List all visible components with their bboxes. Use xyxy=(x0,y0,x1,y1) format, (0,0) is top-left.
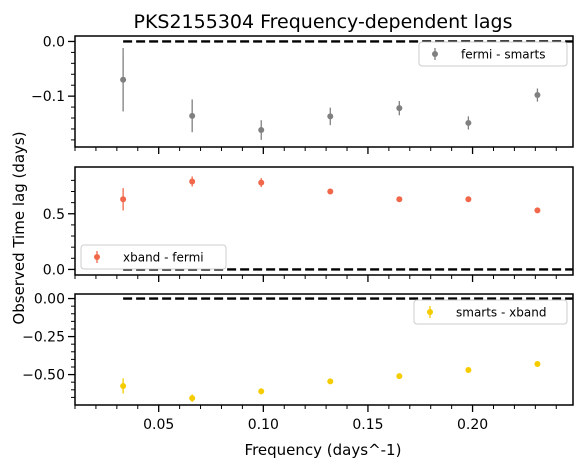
legend-box xyxy=(80,244,227,270)
y-tick-label: 0.00 xyxy=(34,292,65,308)
axes-frame xyxy=(74,35,574,148)
data-point xyxy=(327,378,334,385)
legend-label: smarts - xband xyxy=(456,306,546,320)
panel-fermi-smarts: 0.0 −0.1 fermi - smarts xyxy=(31,34,574,154)
legend-label: fermi - smarts xyxy=(461,48,546,62)
data-point xyxy=(465,196,472,203)
legend-box xyxy=(413,299,568,325)
y-tick-label: 0.0 xyxy=(43,262,65,278)
axes-frame xyxy=(74,166,574,276)
data-point xyxy=(189,395,196,402)
figure-title: PKS2155304 Frequency-dependent lags xyxy=(133,11,512,33)
y-tick-label: 0.0 xyxy=(43,34,65,50)
data-point xyxy=(327,113,334,120)
legend: fermi - smarts xyxy=(418,41,568,67)
axes-frame xyxy=(74,293,574,406)
x-tick-label: 0.20 xyxy=(457,417,488,433)
data-point xyxy=(120,382,127,389)
data-point xyxy=(258,179,265,186)
legend-marker xyxy=(427,309,433,315)
legend-marker xyxy=(94,254,100,260)
data-point xyxy=(396,105,403,112)
data-point xyxy=(534,92,541,99)
x-tick-label: 0.15 xyxy=(352,417,383,433)
legend-label: xband - fermi xyxy=(123,251,204,265)
data-point xyxy=(258,127,265,134)
data-point xyxy=(534,360,541,367)
data-point xyxy=(465,367,472,374)
legend: smarts - xband xyxy=(413,299,568,325)
y-tick-label: −0.50 xyxy=(22,368,65,384)
panel-xband-fermi: 0.0 0.5 xband - fermi xyxy=(43,166,574,282)
x-tick-label: 0.05 xyxy=(143,417,174,433)
x-tick-label: 0.10 xyxy=(248,417,279,433)
x-axis-label: Frequency (days^-1) xyxy=(245,441,402,459)
data-point xyxy=(396,373,403,380)
legend-marker xyxy=(432,51,438,57)
y-tick-label: −0.1 xyxy=(31,89,65,105)
data-point xyxy=(189,112,196,119)
data-point xyxy=(534,207,541,214)
data-point xyxy=(396,196,403,203)
data-point xyxy=(120,76,127,83)
y-axis-label: Observed Time lag (days) xyxy=(10,131,28,324)
data-point xyxy=(327,188,334,195)
y-tick-label: −0.25 xyxy=(22,330,65,346)
data-point xyxy=(465,119,472,126)
legend: xband - fermi xyxy=(80,244,227,270)
data-point xyxy=(258,388,265,395)
legend-box xyxy=(418,41,568,67)
y-tick-label: 0.5 xyxy=(43,207,65,223)
data-point xyxy=(189,178,196,185)
panel-smarts-xband: 0.00 −0.25 −0.50 0.05 0.10 0.15 0.20 smarts - x… xyxy=(22,292,574,433)
data-point xyxy=(120,196,127,203)
